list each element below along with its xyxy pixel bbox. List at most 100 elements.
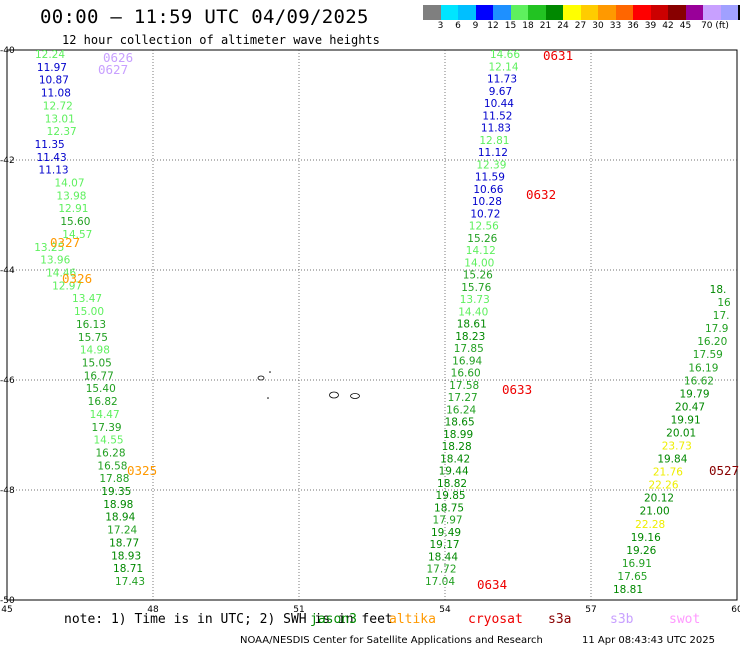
latitude-label: -50 [0, 596, 15, 606]
latitude-label: -46 [0, 376, 15, 386]
color-scale-label: 36 [627, 21, 639, 31]
wave-height-value: 11.59 [475, 172, 505, 184]
wave-height-value: 10.44 [484, 98, 514, 110]
wave-height-value: 17.43 [115, 576, 145, 588]
wave-height-value: 12.97 [52, 280, 82, 292]
longitude-label: 54 [439, 605, 451, 615]
color-scale-label: 15 [504, 21, 517, 31]
pass-label: 0327 [50, 235, 80, 250]
color-scale-label: 70 (ft) [701, 21, 729, 31]
legend-item-altika: altika [389, 612, 436, 627]
color-swatch [493, 5, 511, 20]
wave-height-value: 9.67 [489, 86, 512, 98]
wave-height-value: 16.19 [688, 362, 718, 374]
color-scale-label: 12 [487, 21, 499, 31]
wave-height-value: 15.00 [74, 306, 104, 318]
wave-height-value: 14.66 [490, 49, 520, 61]
legend-item-swot: swot [669, 612, 701, 627]
color-swatch [738, 5, 740, 20]
wave-height-value: 14.12 [466, 245, 496, 257]
color-swatch [650, 5, 668, 20]
wave-height-value: 14.00 [464, 257, 494, 269]
page-title: 00:00 – 11:59 UTC 04/09/2025 [40, 6, 369, 28]
wave-height-value: 19.91 [671, 414, 701, 426]
wave-height-value: 17.97 [433, 515, 463, 527]
color-swatch [668, 5, 686, 20]
wave-height-value: 11.43 [37, 152, 67, 164]
wave-height-value: 18.75 [434, 502, 464, 514]
altimeter-tracks: 12.2411.9710.8711.0812.7213.0112.3711.35… [34, 49, 731, 596]
color-swatch [633, 5, 651, 20]
wave-height-value: 17.72 [426, 564, 456, 576]
wave-height-value: 13.98 [56, 190, 86, 202]
wave-height-value: 10.87 [39, 75, 69, 87]
wave-height-value: 20.12 [644, 493, 674, 505]
wave-height-value: 15.05 [82, 357, 112, 369]
wave-height-value: 14.07 [54, 178, 84, 190]
color-swatch [458, 5, 476, 20]
wave-height-value: 11.35 [35, 139, 65, 151]
pass-label: 0631 [543, 48, 573, 63]
color-scale-label: 33 [609, 21, 622, 31]
wave-height-value: 19.17 [430, 539, 460, 551]
wave-height-value: 16.91 [622, 558, 652, 570]
wave-height-value: 13.73 [460, 294, 490, 306]
wave-height-value: 16.28 [95, 447, 125, 459]
color-scale-label: 45 [679, 21, 692, 31]
color-swatch [598, 5, 616, 20]
wave-height-value: 15.26 [463, 270, 493, 282]
wave-height-value: 19.35 [101, 486, 131, 498]
island-crozet-3 [267, 397, 269, 399]
legend-item-cryosat: cryosat [468, 612, 523, 627]
wave-height-value: 15.76 [461, 282, 491, 294]
wave-height-value: 21.00 [640, 506, 670, 518]
wave-height-value: 18.98 [103, 499, 133, 511]
wave-height-value: 18.65 [445, 417, 475, 429]
wave-height-value: 11.73 [487, 74, 517, 86]
color-scale-label: 18 [522, 21, 534, 31]
color-scale-label: 3 [437, 21, 444, 31]
wave-height-value: 19.84 [657, 454, 687, 466]
wave-height-value: 17.24 [107, 525, 137, 537]
color-scale-label: 24 [557, 21, 569, 31]
wave-height-value: 18.61 [457, 319, 487, 331]
wave-height-value: 10.66 [473, 184, 503, 196]
wave-height-value: 17. [713, 310, 730, 322]
wave-height-value: 22.26 [648, 480, 678, 492]
wave-height-value: 20.47 [675, 401, 705, 413]
color-scale-label: 21 [539, 21, 552, 31]
wave-height-value: 12.91 [58, 203, 88, 215]
color-swatch [528, 5, 546, 20]
island-crozet-4 [329, 391, 339, 399]
wave-height-value: 16.13 [76, 319, 106, 331]
longitude-label: 48 [147, 605, 159, 615]
wave-height-value: 17.58 [449, 380, 479, 392]
wave-height-value: 12.24 [35, 49, 65, 61]
wave-height-value: 18.23 [455, 331, 485, 343]
footer-timestamp: 11 Apr 08:43:43 UTC 2025 [582, 635, 715, 646]
footer-credit: NOAA/NESDIS Center for Satellite Applica… [240, 635, 543, 646]
wave-height-value: 15.26 [467, 233, 497, 245]
wave-height-value: 12.81 [479, 135, 509, 147]
wave-height-value: 19.16 [631, 532, 661, 544]
wave-height-value: 14.55 [94, 435, 124, 447]
island-crozet-1 [257, 375, 265, 381]
color-swatch [440, 5, 458, 20]
map-axis-labels: 45 48 51 54 57 60 -40 -42 -44 -46 -48 -50 [0, 46, 740, 615]
wave-height-value: 21.76 [653, 467, 683, 479]
wave-height-value: 13.47 [72, 293, 102, 305]
pass-label: 0633 [502, 382, 532, 397]
longitude-label: 57 [585, 605, 596, 615]
note-text: note: 1) Time is in UTC; 2) SWH is in fe… [64, 612, 393, 627]
wave-height-value: 18.81 [613, 584, 643, 596]
wave-height-value: 16.60 [451, 368, 481, 380]
wave-height-value: 14.47 [90, 409, 120, 421]
color-swatch [580, 5, 598, 20]
pass-label: 0527 [709, 463, 739, 478]
color-scale-label: 6 [455, 21, 461, 31]
color-scale-label: 30 [592, 21, 604, 31]
wave-height-value: 14.46 [46, 268, 76, 280]
wave-height-value: 13.01 [45, 113, 75, 125]
wave-height-value: 19.49 [431, 527, 461, 539]
pass-label: 0326 [62, 271, 92, 286]
